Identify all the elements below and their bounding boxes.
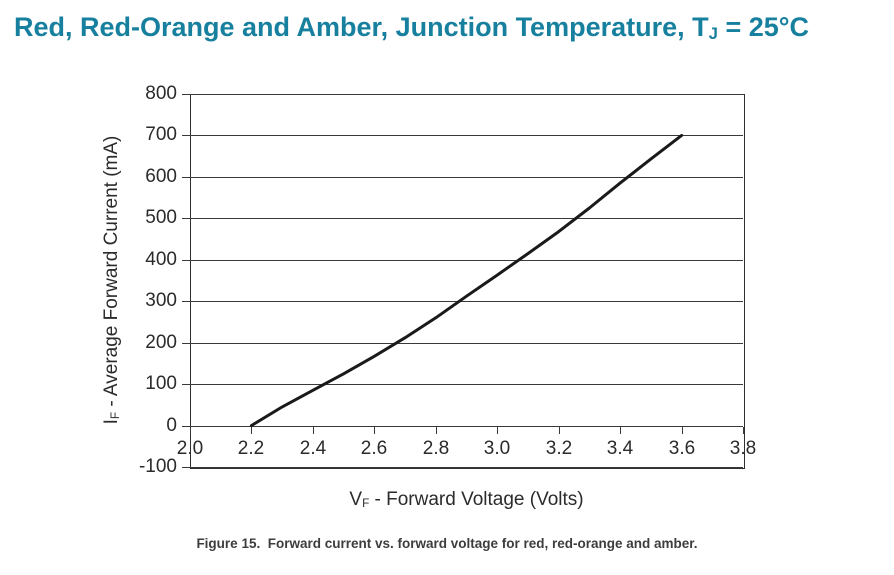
iv-curve — [249, 133, 684, 428]
x-tick-label-2.4: 2.4 — [299, 438, 327, 459]
y-tick-label-400: 400 — [145, 249, 177, 270]
chart-title-subscript: J — [708, 24, 718, 43]
chart-title: Red, Red-Orange and Amber, Junction Temp… — [14, 12, 809, 43]
x-axis-symbol: V — [349, 489, 363, 510]
y-tick-label-200: 200 — [145, 332, 177, 353]
gridline-y-200 — [182, 343, 743, 344]
gridline-y--100 — [182, 467, 743, 468]
chart-title-main: Red, Red-Orange and Amber, Junction Temp… — [14, 12, 709, 42]
iv-curve-plot — [249, 133, 684, 428]
chart-title-end: = 25°C — [717, 12, 810, 42]
x-tick-label-3.8: 3.8 — [729, 438, 757, 459]
gridline-y-500 — [182, 218, 743, 219]
x-axis-title: VF - Forward Voltage (Volts) — [190, 489, 743, 511]
gridline-y-700 — [182, 135, 743, 136]
x-tick-label-2.2: 2.2 — [237, 438, 265, 459]
x-tick-3.8 — [743, 427, 744, 434]
x-tick-2.6 — [374, 427, 375, 434]
y-tick-label-700: 700 — [145, 124, 177, 145]
x-tick-label-3.0: 3.0 — [483, 438, 511, 459]
gridline-y-800 — [182, 94, 743, 95]
y-tick-label-500: 500 — [145, 207, 177, 228]
x-tick-label-2.8: 2.8 — [422, 438, 450, 459]
figure-caption: Figure 15. Forward current vs. forward v… — [196, 536, 698, 551]
x-tick-label-2.0: 2.0 — [176, 438, 204, 459]
y-tick-label-300: 300 — [145, 290, 177, 311]
x-tick-2.2 — [251, 427, 252, 434]
x-tick-3.4 — [620, 427, 621, 434]
x-axis-symbol-subscript: F — [362, 497, 370, 511]
x-tick-2.4 — [313, 427, 314, 434]
x-tick-label-3.4: 3.4 — [606, 438, 634, 459]
gridline-y-300 — [182, 301, 743, 302]
y-tick-label-600: 600 — [145, 166, 177, 187]
gridline-y-0 — [182, 426, 743, 427]
x-tick-3.2 — [559, 427, 560, 434]
y-tick-label-800: 800 — [145, 83, 177, 104]
x-tick-2.8 — [436, 427, 437, 434]
x-tick-label-3.2: 3.2 — [545, 438, 573, 459]
gridline-y-400 — [182, 260, 743, 261]
x-tick-label-2.6: 2.6 — [360, 438, 388, 459]
x-axis-title-text: - Forward Voltage (Volts) — [369, 489, 584, 510]
y-tick-label-100: 100 — [145, 373, 177, 394]
x-tick-label-3.6: 3.6 — [668, 438, 696, 459]
gridline-y-100 — [182, 384, 743, 385]
y-tick-label-0: 0 — [166, 415, 177, 436]
gridline-y-600 — [182, 177, 743, 178]
x-tick-3.6 — [682, 427, 683, 434]
y-tick-label--100: -100 — [138, 456, 177, 477]
x-tick-3.0 — [497, 427, 498, 434]
x-tick-2.0 — [190, 427, 191, 434]
